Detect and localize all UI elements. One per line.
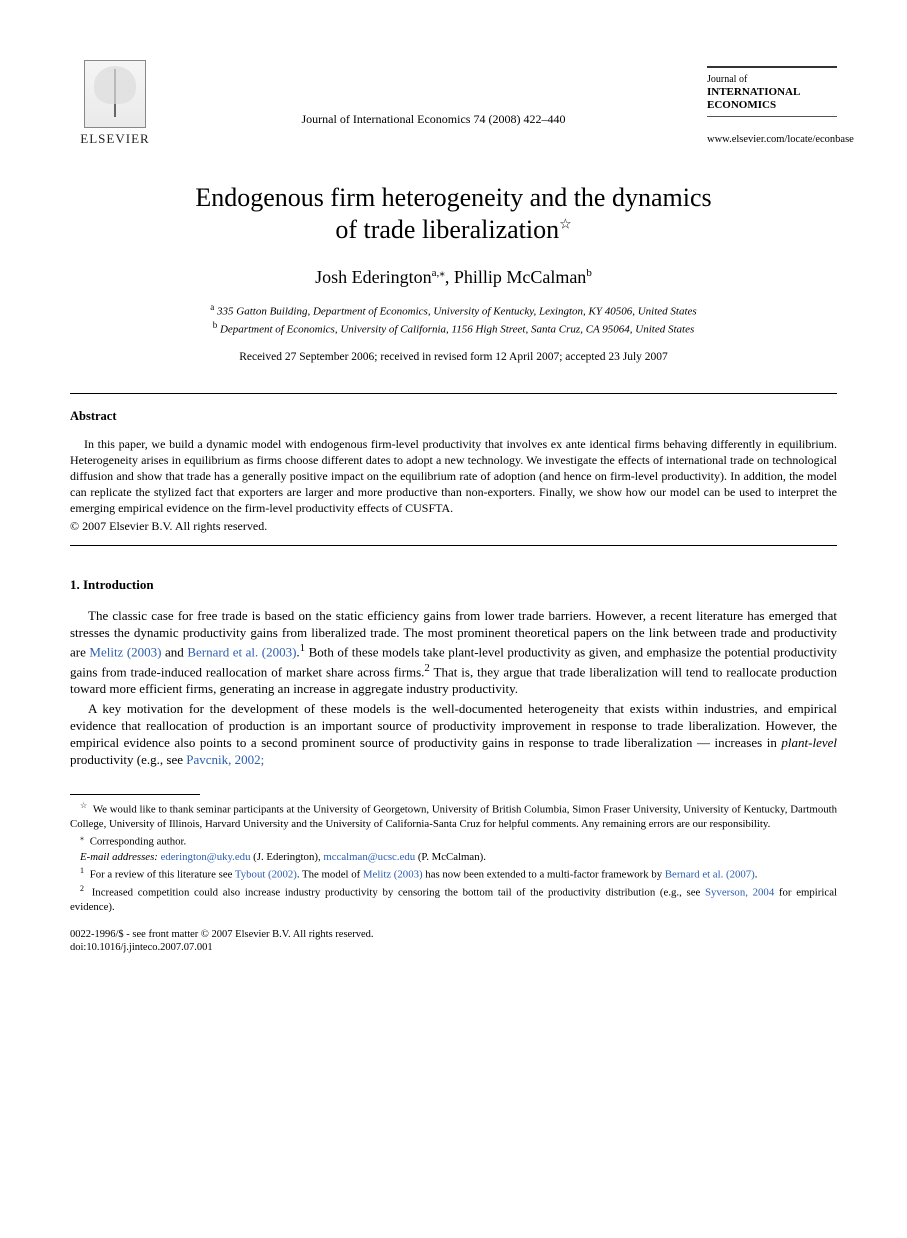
citation-melitz-2003[interactable]: Melitz (2003)	[89, 645, 161, 660]
paper-title: Endogenous firm heterogeneity and the dy…	[70, 182, 837, 247]
email-who-1: (J. Ederington),	[250, 851, 323, 863]
title-line1: Endogenous firm heterogeneity and the dy…	[195, 183, 711, 212]
footnote-star: ☆ We would like to thank seminar partici…	[70, 801, 837, 831]
footnote-emails: E-mail addresses: ederington@uky.edu (J.…	[70, 850, 837, 864]
abstract-heading: Abstract	[70, 408, 837, 425]
footnote-rule	[70, 794, 200, 795]
abstract-text: In this paper, we build a dynamic model …	[70, 437, 837, 516]
email-label: E-mail addresses:	[80, 851, 158, 863]
citation-bernard-2007[interactable]: Bernard et al. (2007)	[665, 869, 755, 881]
elsevier-tree-icon	[84, 60, 146, 128]
footer-line-1: 0022-1996/$ - see front matter © 2007 El…	[70, 928, 837, 942]
p2-b: productivity (e.g., see	[70, 752, 186, 767]
p2-em: plant-level	[781, 735, 837, 750]
footnote-corr-mark: ⁎	[80, 833, 84, 842]
p1-b: and	[162, 645, 188, 660]
title-line2: of trade liberalization	[335, 215, 559, 244]
abstract-top-rule	[70, 393, 837, 394]
footnote-2-mark: 2	[80, 884, 84, 893]
journal-rule-1	[707, 116, 837, 117]
fn1-b: . The model of	[297, 869, 363, 881]
footnote-star-mark: ☆	[80, 801, 87, 810]
page-header: ELSEVIER Journal of International Econom…	[70, 60, 837, 148]
affiliation-a: a 335 Gatton Building, Department of Eco…	[70, 301, 837, 320]
title-block: Endogenous firm heterogeneity and the dy…	[70, 182, 837, 247]
citation-syverson-2004[interactable]: Syverson, 2004	[705, 887, 774, 899]
fn1-a: For a review of this literature see	[87, 869, 235, 881]
intro-para-2: A key motivation for the development of …	[70, 700, 837, 769]
intro-para-1: The classic case for free trade is based…	[70, 607, 837, 697]
p2-a: A key motivation for the development of …	[70, 701, 837, 750]
affiliation-b: b Department of Economics, University of…	[70, 319, 837, 338]
journal-reference: Journal of International Economics 74 (2…	[160, 111, 707, 147]
article-dates: Received 27 September 2006; received in …	[70, 350, 837, 366]
footnote-2: 2 Increased competition could also incre…	[70, 884, 837, 914]
author-2: Phillip McCalman	[454, 267, 587, 287]
email-link-2[interactable]: mccalman@ucsc.edu	[323, 851, 415, 863]
affil-a-text: 335 Gatton Building, Department of Econo…	[214, 306, 696, 318]
fn1-c: has now been extended to a multi-factor …	[423, 869, 665, 881]
journal-cover-block: Journal of INTERNATIONAL ECONOMICS www.e…	[707, 66, 837, 148]
email-who-2: (P. McCalman).	[415, 851, 486, 863]
abstract-body: In this paper, we build a dynamic model …	[70, 437, 837, 516]
author-sep: ,	[445, 267, 454, 287]
author-2-affil-sup: b	[586, 267, 592, 279]
citation-bernard-2003[interactable]: Bernard et al. (2003)	[187, 645, 296, 660]
footnote-star-text: We would like to thank seminar participa…	[70, 804, 837, 830]
affil-b-text: Department of Economics, University of C…	[217, 324, 694, 336]
author-1: Josh Ederington	[315, 267, 432, 287]
page-footer: 0022-1996/$ - see front matter © 2007 El…	[70, 928, 837, 955]
journal-cover-box: Journal of INTERNATIONAL ECONOMICS	[707, 66, 837, 112]
publisher-logo: ELSEVIER	[70, 60, 160, 148]
footnote-1: 1 For a review of this literature see Ty…	[70, 866, 837, 882]
journal-url: www.elsevier.com/locate/econbase	[707, 133, 837, 147]
footnote-1-mark: 1	[80, 866, 84, 875]
citation-tybout-2002[interactable]: Tybout (2002)	[235, 869, 297, 881]
abstract-bottom-rule	[70, 545, 837, 546]
fn2-a: Increased competition could also increas…	[87, 887, 705, 899]
intro-heading: 1. Introduction	[70, 576, 837, 594]
citation-pavcnik-2002[interactable]: Pavcnik, 2002;	[186, 752, 264, 767]
journal-box-line1: Journal of	[707, 74, 837, 86]
footnote-corresponding: ⁎ Corresponding author.	[70, 833, 837, 849]
journal-box-line2: INTERNATIONAL	[707, 86, 837, 99]
affiliations: a 335 Gatton Building, Department of Eco…	[70, 301, 837, 338]
abstract-copyright: © 2007 Elsevier B.V. All rights reserved…	[70, 518, 837, 534]
citation-melitz-2003-fn[interactable]: Melitz (2003)	[363, 869, 423, 881]
title-star-icon: ☆	[559, 217, 572, 232]
email-link-1[interactable]: ederington@uky.edu	[161, 851, 251, 863]
publisher-name: ELSEVIER	[80, 130, 149, 148]
footer-line-2: doi:10.1016/j.jinteco.2007.07.001	[70, 941, 837, 955]
journal-box-line3: ECONOMICS	[707, 99, 837, 112]
footnote-corr-text: Corresponding author.	[87, 835, 186, 847]
authors-line: Josh Ederingtona,⁎, Phillip McCalmanb	[70, 265, 837, 289]
fn1-d: .	[755, 869, 758, 881]
